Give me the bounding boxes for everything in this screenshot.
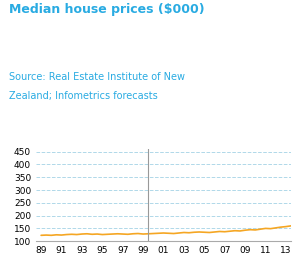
Text: Zealand; Infometrics forecasts: Zealand; Infometrics forecasts [9, 91, 158, 101]
Text: Median house prices ($000): Median house prices ($000) [9, 3, 205, 16]
Text: Source: Real Estate Institute of New: Source: Real Estate Institute of New [9, 72, 185, 82]
